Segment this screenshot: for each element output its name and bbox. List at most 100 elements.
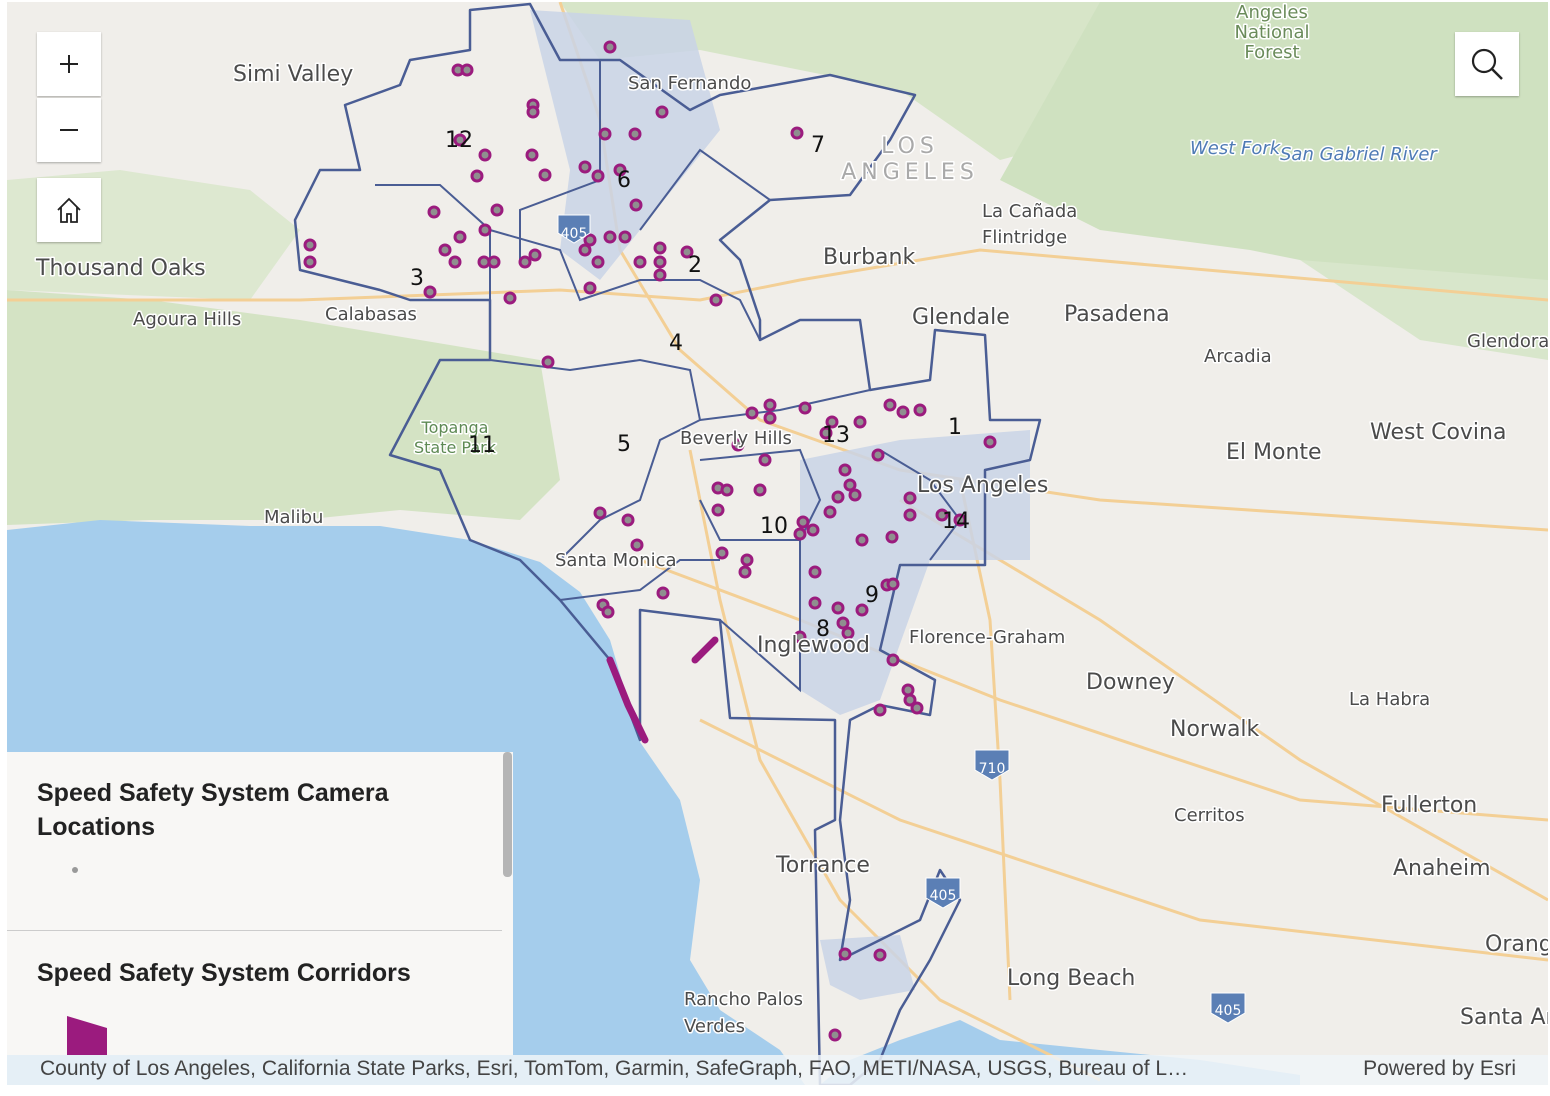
camera-location[interactable] (871, 448, 885, 462)
camera-location[interactable] (653, 241, 667, 255)
camera-location[interactable] (793, 630, 807, 644)
map[interactable]: 405 710 405 405 Simi Valley San Fernando… (7, 2, 1548, 1085)
camera-location[interactable] (853, 415, 867, 429)
camera-location[interactable] (855, 533, 869, 547)
zoom-out-button[interactable] (37, 98, 101, 162)
camera-location[interactable] (541, 355, 555, 369)
camera-location[interactable] (578, 243, 592, 257)
powered-by[interactable]: Powered by Esri (1363, 1057, 1516, 1080)
camera-location[interactable] (823, 505, 837, 519)
camera-location[interactable] (603, 230, 617, 244)
camera-location[interactable] (763, 398, 777, 412)
camera-location[interactable] (525, 148, 539, 162)
camera-location[interactable] (831, 490, 845, 504)
camera-location[interactable] (953, 513, 967, 527)
camera-location[interactable] (656, 586, 670, 600)
camera-location[interactable] (753, 483, 767, 497)
camera-location[interactable] (518, 255, 532, 269)
camera-location[interactable] (720, 483, 734, 497)
camera-location[interactable] (613, 163, 627, 177)
camera-location[interactable] (901, 683, 915, 697)
home-button[interactable] (37, 178, 101, 242)
camera-location[interactable] (470, 169, 484, 183)
camera-location[interactable] (841, 626, 855, 640)
camera-location[interactable] (460, 63, 474, 77)
camera-location[interactable] (731, 438, 745, 452)
map-canvas[interactable]: 405 710 405 405 Simi Valley San Fernando… (7, 2, 1548, 1085)
camera-location[interactable] (883, 398, 897, 412)
camera-location[interactable] (838, 463, 852, 477)
camera-location[interactable] (503, 291, 517, 305)
camera-location[interactable] (843, 478, 857, 492)
camera-location[interactable] (935, 508, 949, 522)
camera-location[interactable] (680, 245, 694, 259)
camera-location[interactable] (903, 508, 917, 522)
camera-location[interactable] (583, 233, 597, 247)
camera-location[interactable] (603, 40, 617, 54)
camera-location[interactable] (618, 230, 632, 244)
camera-location[interactable] (628, 127, 642, 141)
camera-location[interactable] (828, 1028, 842, 1042)
camera-location[interactable] (598, 127, 612, 141)
camera-location[interactable] (903, 693, 917, 707)
camera-location[interactable] (808, 565, 822, 579)
camera-location[interactable] (633, 255, 647, 269)
camera-location[interactable] (621, 513, 635, 527)
camera-location[interactable] (448, 255, 462, 269)
camera-location[interactable] (885, 530, 899, 544)
camera-location[interactable] (653, 268, 667, 282)
camera-location[interactable] (490, 203, 504, 217)
camera-location[interactable] (715, 546, 729, 560)
camera-location[interactable] (526, 105, 540, 119)
camera-location[interactable] (578, 160, 592, 174)
camera-location[interactable] (855, 603, 869, 617)
camera-location[interactable] (427, 205, 441, 219)
camera-location[interactable] (808, 596, 822, 610)
camera-location[interactable] (886, 577, 900, 591)
camera-location[interactable] (806, 523, 820, 537)
camera-location[interactable] (629, 198, 643, 212)
camera-location[interactable] (655, 105, 669, 119)
camera-location[interactable] (825, 415, 839, 429)
camera-location[interactable] (630, 538, 644, 552)
camera-location[interactable] (303, 255, 317, 269)
camera-location[interactable] (591, 255, 605, 269)
camera-location[interactable] (913, 403, 927, 417)
camera-location[interactable] (886, 653, 900, 667)
camera-location[interactable] (848, 488, 862, 502)
camera-location[interactable] (538, 168, 552, 182)
camera-location[interactable] (423, 285, 437, 299)
camera-location[interactable] (478, 223, 492, 237)
camera-location[interactable] (790, 126, 804, 140)
camera-location[interactable] (438, 243, 452, 257)
camera-location[interactable] (983, 435, 997, 449)
camera-location[interactable] (487, 255, 501, 269)
camera-location[interactable] (798, 401, 812, 415)
camera-location[interactable] (873, 948, 887, 962)
camera-location[interactable] (896, 405, 910, 419)
camera-location[interactable] (758, 453, 772, 467)
camera-location[interactable] (591, 169, 605, 183)
camera-location[interactable] (873, 703, 887, 717)
camera-location[interactable] (738, 565, 752, 579)
camera-location[interactable] (745, 406, 759, 420)
zoom-in-button[interactable] (37, 32, 101, 96)
camera-location[interactable] (453, 133, 467, 147)
camera-location[interactable] (453, 230, 467, 244)
camera-location[interactable] (793, 527, 807, 541)
camera-location[interactable] (903, 491, 917, 505)
camera-location[interactable] (528, 248, 542, 262)
camera-location[interactable] (593, 506, 607, 520)
camera-location[interactable] (836, 616, 850, 630)
search-button[interactable] (1455, 32, 1519, 96)
camera-location[interactable] (819, 426, 833, 440)
camera-location[interactable] (709, 293, 723, 307)
camera-location[interactable] (478, 148, 492, 162)
camera-location[interactable] (303, 238, 317, 252)
camera-location[interactable] (601, 605, 615, 619)
camera-location[interactable] (910, 701, 924, 715)
scrollbar[interactable] (503, 752, 512, 877)
camera-location[interactable] (796, 515, 810, 529)
camera-location[interactable] (583, 281, 597, 295)
camera-location[interactable] (740, 553, 754, 567)
